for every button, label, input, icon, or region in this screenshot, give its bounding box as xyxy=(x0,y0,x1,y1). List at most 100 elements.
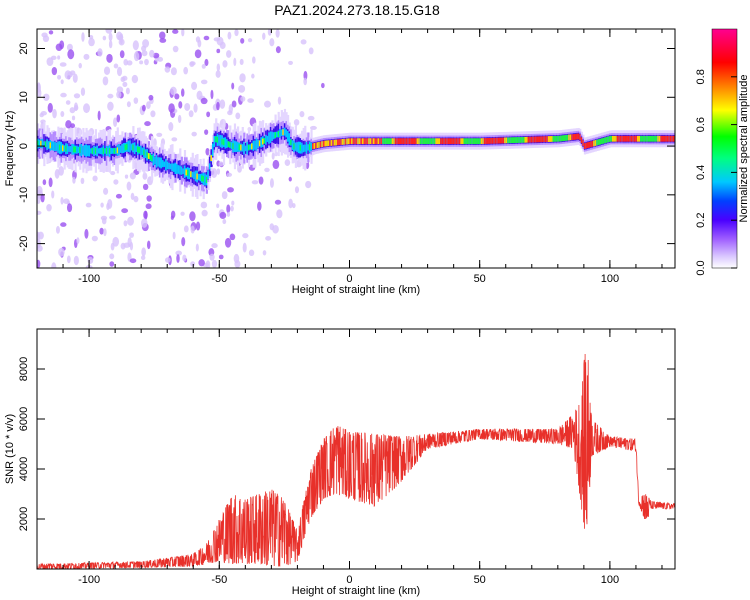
ridge-core xyxy=(196,173,199,180)
ridge-core xyxy=(146,151,149,158)
noise-cell xyxy=(107,198,113,209)
noise-cell xyxy=(191,81,198,91)
ridge-core xyxy=(338,139,341,146)
ridge-cell xyxy=(236,142,240,152)
ridge-cell xyxy=(76,145,79,154)
colorbar-label: Normalized spectral amplitude xyxy=(738,75,750,223)
noise-cell xyxy=(190,261,196,267)
ridge-core xyxy=(543,136,546,143)
ridge-core xyxy=(554,135,557,142)
ridge-core xyxy=(407,138,410,145)
ridge-core xyxy=(385,138,388,145)
noise-cell xyxy=(274,199,282,205)
noise-cell xyxy=(229,233,236,241)
noise-cell xyxy=(193,103,198,113)
noise-cell xyxy=(60,222,67,227)
ridge-cell xyxy=(307,144,310,151)
ridge-cell xyxy=(171,163,174,172)
ridge-core xyxy=(408,138,412,145)
ridge-core xyxy=(576,133,579,140)
ridge-cell xyxy=(118,144,121,156)
ridge-core xyxy=(229,141,232,148)
noise-cell xyxy=(60,111,65,117)
noise-cell xyxy=(108,215,116,220)
noise-cell xyxy=(172,45,179,53)
noise-cell xyxy=(222,219,227,225)
noise-cell xyxy=(201,209,208,217)
noise-cell xyxy=(194,49,202,59)
noise-cell xyxy=(262,32,266,40)
noise-cell xyxy=(288,198,293,209)
ridge-cell xyxy=(63,145,66,152)
noise-cell xyxy=(235,112,241,120)
ridge-cell xyxy=(226,139,229,148)
noise-cell xyxy=(149,49,155,58)
ridge-core xyxy=(330,140,333,146)
ridge-core xyxy=(379,138,382,145)
ridge-core xyxy=(515,137,518,144)
ridge-core xyxy=(649,135,652,142)
ridge-core xyxy=(569,134,572,141)
bottom-y-axis-label: SNR (10 * v/v) xyxy=(4,414,16,484)
ridge-core xyxy=(626,135,629,142)
noise-cell xyxy=(156,132,163,137)
noise-cell xyxy=(238,84,246,93)
ridge-cell xyxy=(46,139,49,150)
ridge-core xyxy=(102,148,105,154)
ridge-cell xyxy=(224,137,227,149)
noise-cell xyxy=(87,256,94,264)
noise-cell xyxy=(211,259,218,268)
ridge-cell xyxy=(154,156,157,165)
ridge-core xyxy=(396,138,399,145)
ridge-core xyxy=(602,137,605,144)
ridge-core xyxy=(465,138,468,145)
ridge-core xyxy=(352,138,355,145)
ridge-core xyxy=(329,140,332,147)
ridge-core xyxy=(672,135,675,142)
noise-cell xyxy=(108,40,113,49)
ridge-core xyxy=(501,137,504,144)
noise-cell xyxy=(46,57,54,67)
noise-cell xyxy=(141,247,146,257)
ridge-core xyxy=(319,141,323,148)
ridge-core xyxy=(454,138,457,145)
ridge-core xyxy=(358,138,362,145)
noise-cell xyxy=(264,100,271,108)
ridge-core xyxy=(546,136,549,143)
ridge-core xyxy=(402,138,405,145)
top-x-axis-label: Height of straight line (km) xyxy=(292,284,420,296)
ridge-core xyxy=(282,129,285,136)
ridge-core xyxy=(355,138,358,145)
ridge-core xyxy=(460,138,463,145)
noise-cell xyxy=(85,202,92,208)
ridge-core xyxy=(138,147,141,153)
ridge-core xyxy=(607,136,610,143)
ridge-core xyxy=(555,135,558,142)
noise-cell xyxy=(116,114,121,123)
ridge-core xyxy=(336,139,340,146)
ridge-core xyxy=(652,135,655,142)
noise-cell xyxy=(303,77,308,86)
snr-plot-area xyxy=(37,353,675,569)
colorbar-tick-label: 0.4 xyxy=(695,165,707,180)
noise-cell xyxy=(37,210,42,215)
noise-cell xyxy=(107,93,114,99)
ridge-cell xyxy=(52,141,55,151)
noise-cell xyxy=(182,254,187,262)
ridge-core xyxy=(74,146,77,153)
ridge-cell xyxy=(68,146,71,152)
ridge-core xyxy=(427,138,430,145)
ridge-core xyxy=(585,142,588,149)
ridge-core xyxy=(451,138,454,145)
ridge-core xyxy=(466,138,469,145)
noise-cell xyxy=(195,243,199,252)
bottom-x-tick-label: -50 xyxy=(211,574,227,586)
ridge-core xyxy=(544,136,547,143)
ridge-cell xyxy=(168,162,171,170)
ridge-core xyxy=(368,138,371,145)
ridge-core xyxy=(433,138,437,145)
noise-cell xyxy=(170,210,176,219)
ridge-cell xyxy=(54,141,57,152)
ridge-core xyxy=(463,138,466,145)
ridge-core xyxy=(113,148,116,154)
